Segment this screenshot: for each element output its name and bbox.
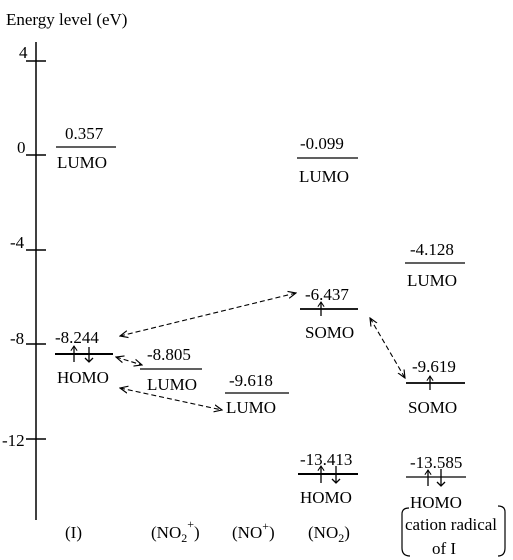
level-value: 0.357 — [65, 124, 104, 143]
level-value: -0.099 — [300, 134, 344, 153]
tick-label-minus4: -4 — [10, 233, 25, 252]
level-kind: LUMO — [299, 167, 349, 186]
species-NO2plus: (NO2+) — [151, 517, 200, 545]
level-kind: SOMO — [305, 323, 354, 342]
cation-bracket-left — [401, 507, 411, 557]
level-value: -6.437 — [305, 285, 349, 304]
level-cation-lumo: -4.128 LUMO — [405, 240, 465, 290]
level-cation-somo: -9.619 SOMO — [406, 357, 465, 417]
level-value: -13.413 — [300, 450, 352, 469]
level-I-homo: -8.244 HOMO — [55, 328, 113, 387]
arrow-I-homo-to-NOplus-lumo — [120, 388, 222, 410]
level-kind: HOMO — [57, 368, 109, 387]
level-NO2plus-lumo: -8.805 LUMO — [140, 345, 202, 394]
tick-label-4: 4 — [19, 43, 28, 62]
level-kind: LUMO — [57, 153, 107, 172]
level-value: -8.805 — [147, 345, 191, 364]
level-NO2-lumo: -0.099 LUMO — [297, 134, 358, 186]
interaction-arrows — [116, 293, 405, 410]
level-cation-homo: -13.585 HOMO — [406, 453, 466, 512]
level-value: -9.619 — [412, 357, 456, 376]
level-NO2-homo: -13.413 HOMO — [298, 450, 358, 507]
level-I-lumo: 0.357 LUMO — [56, 124, 116, 172]
level-kind: SOMO — [408, 398, 457, 417]
level-kind: LUMO — [147, 375, 197, 394]
arrow-NO2-somo-to-cation-somo — [370, 318, 405, 378]
level-kind: HOMO — [410, 493, 462, 512]
level-value: -4.128 — [410, 240, 454, 259]
cation-bracket-right — [497, 505, 506, 557]
level-kind: LUMO — [407, 271, 457, 290]
species-cation-line2: of I — [432, 539, 456, 558]
arrow-I-homo-to-NO2plus-lumo — [116, 357, 142, 365]
tick-label-0: 0 — [17, 138, 26, 157]
level-value: -9.618 — [229, 371, 273, 390]
axis-ticks: 4 0 -4 -8 -12 — [2, 43, 46, 450]
level-kind: LUMO — [226, 398, 276, 417]
level-value: -13.585 — [410, 453, 462, 472]
level-value: -8.244 — [55, 328, 99, 347]
arrow-I-homo-to-NO2-somo — [120, 293, 296, 336]
species-labels: (I) (NO2+) (NO+) (NO2) cation radical of… — [65, 505, 506, 558]
axis-title: Energy level (eV) — [6, 10, 127, 29]
level-NO2-somo: -6.437 SOMO — [300, 285, 358, 342]
species-NOplus: (NO+) — [232, 519, 275, 542]
level-kind: HOMO — [300, 488, 352, 507]
tick-label-minus12: -12 — [2, 431, 25, 450]
tick-label-minus8: -8 — [10, 329, 24, 348]
species-I: (I) — [65, 523, 82, 542]
level-NOplus-lumo: -9.618 LUMO — [225, 371, 289, 417]
species-NO2: (NO2) — [308, 523, 350, 545]
species-cation-line1: cation radical — [405, 515, 497, 534]
